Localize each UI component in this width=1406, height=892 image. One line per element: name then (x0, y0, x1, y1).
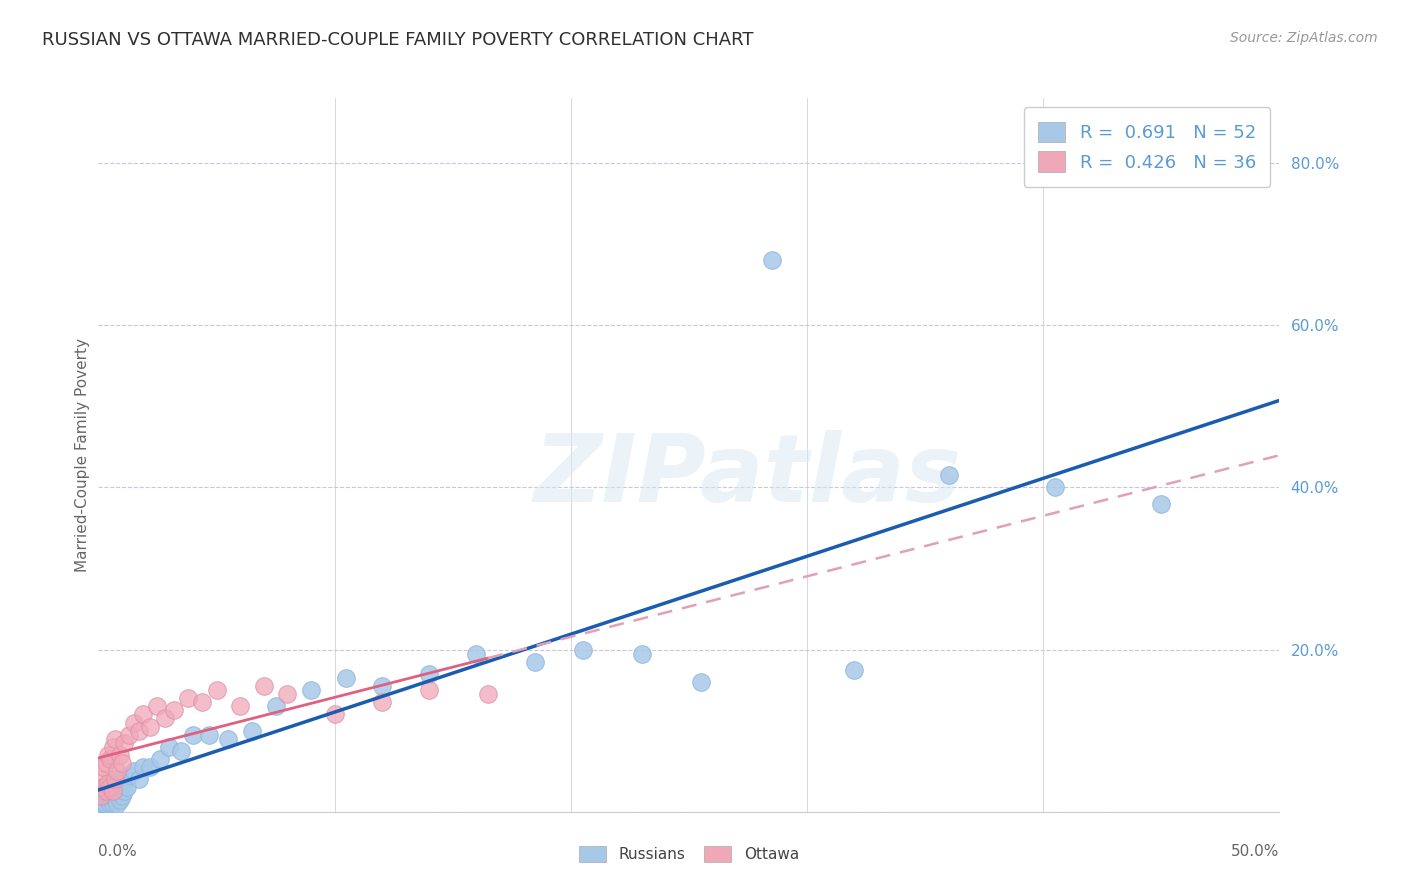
Point (111, 789, 134, 803)
Point (101, 784, 124, 798)
Point (205, 683, 228, 698)
Point (91, 760, 114, 774)
Point (108, 792, 131, 806)
Point (229, 699, 252, 714)
Point (118, 768, 141, 782)
Point (90, 789, 112, 803)
Point (111, 772, 134, 787)
Point (94, 797, 117, 811)
Point (938, 468, 960, 483)
Point (94, 780, 117, 795)
Point (157, 739, 180, 754)
Point (91, 780, 114, 795)
Point (98, 752, 121, 766)
Point (104, 731, 127, 746)
Point (105, 780, 128, 795)
Point (122, 715, 145, 730)
Point (418, 683, 440, 698)
Point (149, 752, 172, 766)
Point (101, 739, 124, 754)
Point (97, 784, 120, 798)
Point (104, 772, 127, 787)
Text: 50.0%: 50.0% (1232, 844, 1279, 859)
Point (94, 756, 117, 770)
Point (264, 699, 287, 714)
Point (299, 683, 322, 698)
Point (477, 687, 499, 701)
Point (104, 784, 127, 798)
Point (90, 772, 112, 787)
Point (108, 776, 131, 790)
Point (571, 642, 593, 657)
Point (105, 797, 128, 811)
Point (112, 736, 135, 750)
Point (139, 760, 162, 774)
Point (132, 760, 155, 774)
Point (105, 764, 128, 779)
Text: 0.0%: 0.0% (98, 844, 138, 859)
Point (94, 789, 117, 803)
Point (122, 764, 145, 779)
Point (94, 784, 117, 798)
Point (98, 780, 121, 795)
Point (118, 728, 141, 742)
Point (371, 695, 394, 709)
Point (191, 695, 214, 709)
Point (98, 797, 121, 811)
Point (240, 723, 263, 738)
Y-axis label: Married-Couple Family Poverty: Married-Couple Family Poverty (75, 338, 90, 572)
Point (91, 780, 114, 795)
Text: ZIPatlas: ZIPatlas (534, 430, 962, 523)
Point (689, 675, 711, 690)
Point (761, 253, 783, 268)
Point (1150, 497, 1173, 511)
Point (132, 707, 155, 722)
Point (844, 663, 866, 677)
Point (1043, 480, 1066, 494)
Point (98, 789, 121, 803)
Point (371, 679, 394, 693)
Text: RUSSIAN VS OTTAWA MARRIED-COUPLE FAMILY POVERTY CORRELATION CHART: RUSSIAN VS OTTAWA MARRIED-COUPLE FAMILY … (42, 31, 754, 49)
Point (163, 703, 186, 717)
Point (97, 792, 120, 806)
Point (418, 666, 440, 681)
Point (101, 784, 124, 798)
Point (276, 687, 298, 701)
Point (128, 723, 150, 738)
Point (170, 744, 193, 758)
Point (177, 691, 200, 706)
Point (181, 728, 204, 742)
Point (128, 772, 150, 787)
Point (101, 797, 124, 811)
Point (108, 747, 131, 762)
Point (217, 731, 239, 746)
Point (253, 679, 276, 693)
Point (139, 720, 162, 734)
Legend: Russians, Ottawa: Russians, Ottawa (572, 840, 806, 868)
Point (104, 772, 127, 787)
Point (104, 792, 127, 806)
Point (115, 780, 138, 795)
Point (98, 776, 121, 790)
Point (323, 707, 346, 722)
Point (91, 797, 114, 811)
Point (198, 728, 221, 742)
Point (90, 797, 112, 811)
Point (465, 647, 488, 661)
Point (97, 747, 120, 762)
Point (335, 671, 357, 685)
Point (112, 784, 135, 798)
Point (97, 776, 120, 790)
Text: Source: ZipAtlas.com: Source: ZipAtlas.com (1230, 31, 1378, 45)
Point (630, 647, 652, 661)
Point (111, 756, 134, 770)
Point (153, 711, 176, 725)
Point (90, 789, 112, 803)
Point (524, 655, 547, 669)
Point (146, 699, 169, 714)
